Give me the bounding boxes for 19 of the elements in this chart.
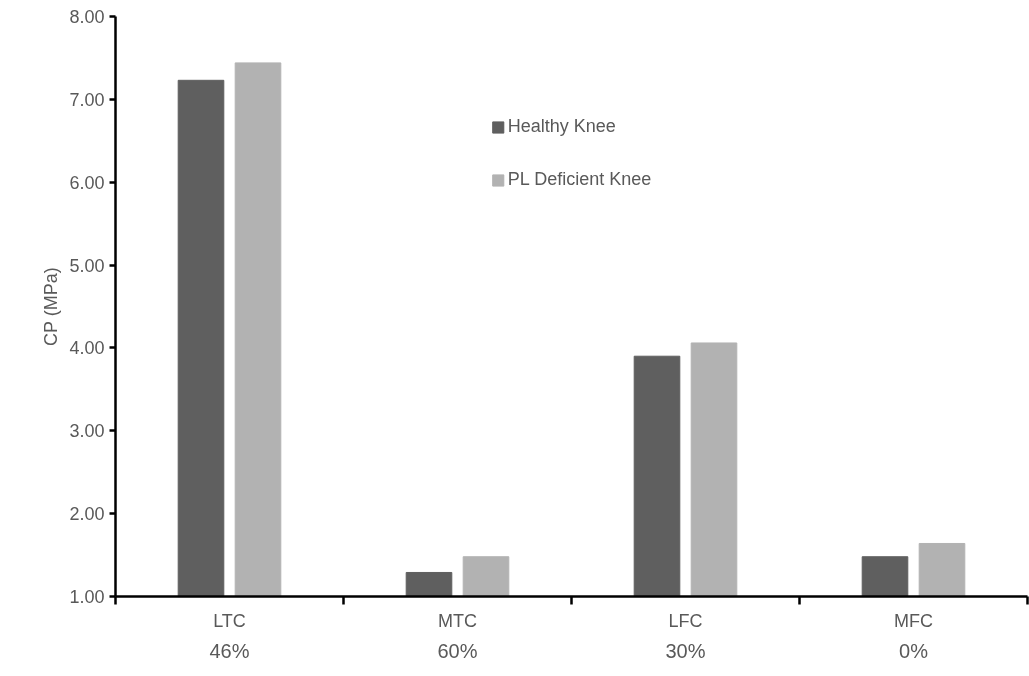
- y-axis-title: CP (MPa): [41, 267, 62, 346]
- x-tick-label: LTC: [213, 610, 246, 631]
- y-tick-label: 3.00: [69, 421, 105, 442]
- y-tick-label: 7.00: [69, 89, 105, 110]
- legend-label: Healthy Knee: [507, 116, 616, 137]
- x-tick-label: MFC: [894, 610, 934, 631]
- text: 0%: [899, 639, 929, 662]
- text: 46%: [209, 639, 250, 662]
- text: 60%: [437, 639, 478, 662]
- y-tick-label: 1.00: [69, 587, 105, 607]
- x-tick-label: LFC: [668, 610, 703, 631]
- y-tick-label: 4.00: [69, 338, 105, 359]
- legend-label: PL Deficient Knee: [507, 169, 652, 190]
- y-tick-label: 5.00: [69, 255, 105, 276]
- y-tick-label: 8.00: [69, 7, 105, 27]
- x-tick-label: MTC: [438, 610, 478, 631]
- y-tick-label: 2.00: [69, 504, 105, 525]
- text: 30%: [665, 639, 706, 662]
- y-tick-label: 6.00: [69, 172, 105, 193]
